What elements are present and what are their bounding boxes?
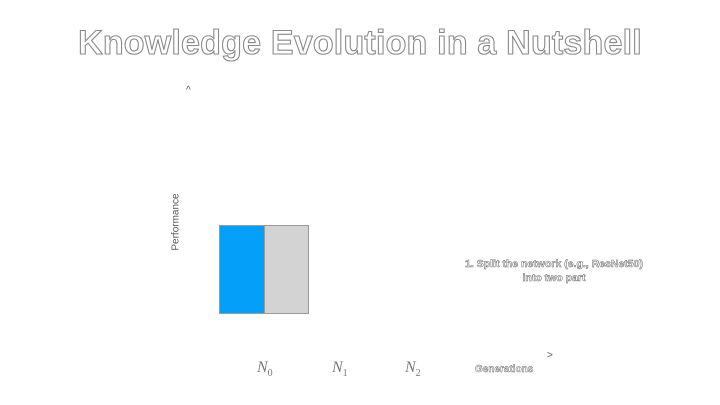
generation-index: 2	[415, 368, 421, 380]
generation-n1: N1	[332, 359, 348, 379]
y-axis-label: Performance	[170, 193, 182, 251]
generation-symbol: N	[332, 359, 343, 376]
generation-index: 0	[267, 368, 273, 380]
y-axis-arrow-icon: ^	[186, 85, 191, 96]
generation-symbol: N	[257, 359, 268, 376]
generation-n0: N0	[257, 359, 273, 379]
network-block-second-part	[264, 225, 309, 314]
generation-symbol: N	[405, 359, 416, 376]
annotation-line-1: 1. Split the network (e.g., ResNet50)	[465, 258, 643, 271]
slide-title: Knowledge Evolution in a Nutshell	[78, 23, 643, 62]
x-axis-label: Generations	[475, 364, 534, 375]
split-annotation: 1. Split the network (e.g., ResNet50) in…	[440, 257, 668, 285]
network-block-first-part	[219, 225, 265, 314]
generation-n2: N2	[405, 359, 421, 379]
x-axis-arrow-icon: >	[547, 350, 553, 361]
generation-index: 1	[342, 368, 348, 380]
annotation-line-2: into two part	[522, 272, 586, 285]
